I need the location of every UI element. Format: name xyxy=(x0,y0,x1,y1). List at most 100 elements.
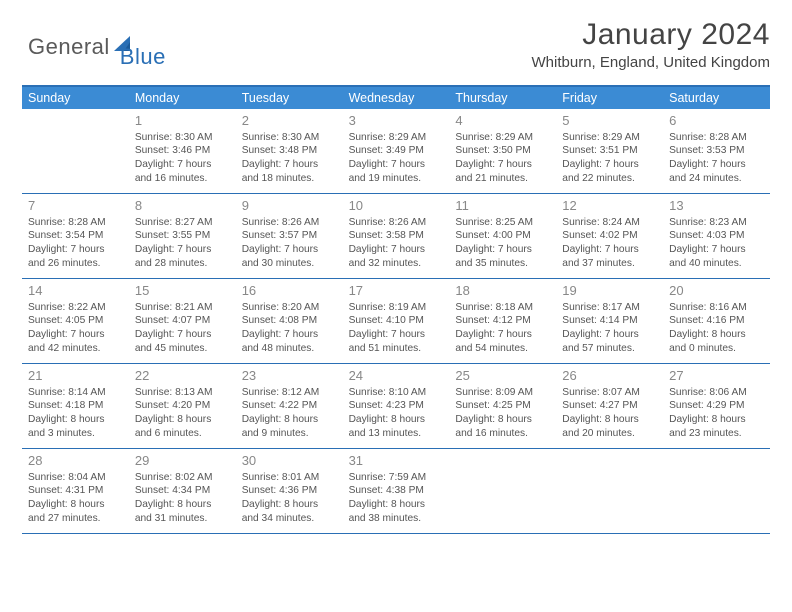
sunset-label: Sunset: xyxy=(28,315,63,326)
sunrise-line: Sunrise: 8:18 AM xyxy=(455,301,550,315)
day-number: 27 xyxy=(669,367,764,385)
sunset-line: Sunset: 3:46 PM xyxy=(135,144,230,158)
sunset-line: Sunset: 4:05 PM xyxy=(28,314,123,328)
sunset-line: Sunset: 4:10 PM xyxy=(349,314,444,328)
sunrise-value: 8:28 AM xyxy=(709,132,746,143)
sunrise-value: 7:59 AM xyxy=(389,472,426,483)
sunset-line: Sunset: 3:58 PM xyxy=(349,229,444,243)
sunset-label: Sunset: xyxy=(669,145,704,156)
sunset-line: Sunset: 4:14 PM xyxy=(562,314,657,328)
sunset-value: 4:00 PM xyxy=(493,230,531,241)
calendar-cell: 8Sunrise: 8:27 AMSunset: 3:55 PMDaylight… xyxy=(129,194,236,278)
sunset-line: Sunset: 4:36 PM xyxy=(242,484,337,498)
sunset-value: 4:02 PM xyxy=(600,230,638,241)
sunrise-label: Sunrise: xyxy=(28,302,65,313)
sunrise-label: Sunrise: xyxy=(349,302,386,313)
daylight-line: Daylight: 8 hours and 27 minutes. xyxy=(28,498,123,526)
sunrise-line: Sunrise: 8:28 AM xyxy=(28,216,123,230)
daylight-line: Daylight: 7 hours and 32 minutes. xyxy=(349,243,444,271)
daylight-line: Daylight: 8 hours and 20 minutes. xyxy=(562,413,657,441)
sunrise-label: Sunrise: xyxy=(669,217,706,228)
daylight-line: Daylight: 7 hours and 22 minutes. xyxy=(562,158,657,186)
sunset-label: Sunset: xyxy=(242,400,277,411)
month-title: January 2024 xyxy=(532,18,770,52)
sunrise-line: Sunrise: 8:23 AM xyxy=(669,216,764,230)
sunset-value: 4:18 PM xyxy=(65,400,103,411)
weeks-container: 1Sunrise: 8:30 AMSunset: 3:46 PMDaylight… xyxy=(22,109,770,534)
daylight-line: Daylight: 7 hours and 28 minutes. xyxy=(135,243,230,271)
sunrise-value: 8:21 AM xyxy=(175,302,212,313)
day-number: 15 xyxy=(135,282,230,300)
sunrise-line: Sunrise: 8:27 AM xyxy=(135,216,230,230)
sunrise-value: 8:17 AM xyxy=(603,302,640,313)
sunrise-value: 8:10 AM xyxy=(389,387,426,398)
sunset-value: 3:46 PM xyxy=(172,145,210,156)
daylight-line: Daylight: 7 hours and 16 minutes. xyxy=(135,158,230,186)
sunset-line: Sunset: 4:02 PM xyxy=(562,229,657,243)
sunrise-line: Sunrise: 8:24 AM xyxy=(562,216,657,230)
sunset-label: Sunset: xyxy=(135,485,170,496)
sunset-line: Sunset: 4:25 PM xyxy=(455,399,550,413)
day-number: 16 xyxy=(242,282,337,300)
day-number: 9 xyxy=(242,197,337,215)
sunrise-value: 8:01 AM xyxy=(282,472,319,483)
sunrise-label: Sunrise: xyxy=(349,132,386,143)
sunrise-line: Sunrise: 8:09 AM xyxy=(455,386,550,400)
day-number: 1 xyxy=(135,112,230,130)
sunrise-line: Sunrise: 8:19 AM xyxy=(349,301,444,315)
sunset-label: Sunset: xyxy=(28,400,63,411)
sunset-label: Sunset: xyxy=(242,145,277,156)
sunrise-value: 8:19 AM xyxy=(389,302,426,313)
sunrise-label: Sunrise: xyxy=(135,472,172,483)
sunset-line: Sunset: 4:29 PM xyxy=(669,399,764,413)
sunrise-line: Sunrise: 8:10 AM xyxy=(349,386,444,400)
sunrise-label: Sunrise: xyxy=(242,472,279,483)
day-header-cell: Wednesday xyxy=(343,87,450,109)
sunrise-line: Sunrise: 8:30 AM xyxy=(135,131,230,145)
calendar-cell: 10Sunrise: 8:26 AMSunset: 3:58 PMDayligh… xyxy=(343,194,450,278)
sunrise-label: Sunrise: xyxy=(135,302,172,313)
sunset-value: 4:36 PM xyxy=(279,485,317,496)
sunrise-line: Sunrise: 8:20 AM xyxy=(242,301,337,315)
sunrise-line: Sunrise: 8:26 AM xyxy=(349,216,444,230)
sunset-value: 4:12 PM xyxy=(493,315,531,326)
sunset-label: Sunset: xyxy=(455,230,490,241)
sunset-label: Sunset: xyxy=(562,230,597,241)
sunrise-line: Sunrise: 8:12 AM xyxy=(242,386,337,400)
sunset-line: Sunset: 3:49 PM xyxy=(349,144,444,158)
sunrise-value: 8:02 AM xyxy=(175,472,212,483)
calendar-cell: 16Sunrise: 8:20 AMSunset: 4:08 PMDayligh… xyxy=(236,279,343,363)
sunrise-label: Sunrise: xyxy=(242,302,279,313)
sunset-value: 4:03 PM xyxy=(707,230,745,241)
sunrise-label: Sunrise: xyxy=(669,302,706,313)
sunrise-label: Sunrise: xyxy=(135,387,172,398)
day-number: 23 xyxy=(242,367,337,385)
daylight-line: Daylight: 7 hours and 24 minutes. xyxy=(669,158,764,186)
sunset-line: Sunset: 4:22 PM xyxy=(242,399,337,413)
daylight-line: Daylight: 7 hours and 51 minutes. xyxy=(349,328,444,356)
sunrise-label: Sunrise: xyxy=(455,302,492,313)
calendar-cell: 19Sunrise: 8:17 AMSunset: 4:14 PMDayligh… xyxy=(556,279,663,363)
sunrise-label: Sunrise: xyxy=(242,387,279,398)
day-number: 5 xyxy=(562,112,657,130)
sunrise-label: Sunrise: xyxy=(455,132,492,143)
sunset-line: Sunset: 4:23 PM xyxy=(349,399,444,413)
day-header-cell: Sunday xyxy=(22,87,129,109)
week-row: 28Sunrise: 8:04 AMSunset: 4:31 PMDayligh… xyxy=(22,449,770,534)
day-number: 2 xyxy=(242,112,337,130)
sunrise-line: Sunrise: 8:29 AM xyxy=(455,131,550,145)
day-number: 17 xyxy=(349,282,444,300)
sunrise-label: Sunrise: xyxy=(669,387,706,398)
sunset-value: 3:57 PM xyxy=(279,230,317,241)
sunrise-value: 8:28 AM xyxy=(68,217,105,228)
sunrise-value: 8:29 AM xyxy=(389,132,426,143)
sunset-label: Sunset: xyxy=(28,230,63,241)
day-header-cell: Tuesday xyxy=(236,87,343,109)
sunrise-value: 8:14 AM xyxy=(68,387,105,398)
sunrise-value: 8:18 AM xyxy=(496,302,533,313)
day-number: 21 xyxy=(28,367,123,385)
sunset-line: Sunset: 3:50 PM xyxy=(455,144,550,158)
day-header-cell: Friday xyxy=(556,87,663,109)
sunset-value: 4:27 PM xyxy=(600,400,638,411)
calendar-cell: 28Sunrise: 8:04 AMSunset: 4:31 PMDayligh… xyxy=(22,449,129,533)
